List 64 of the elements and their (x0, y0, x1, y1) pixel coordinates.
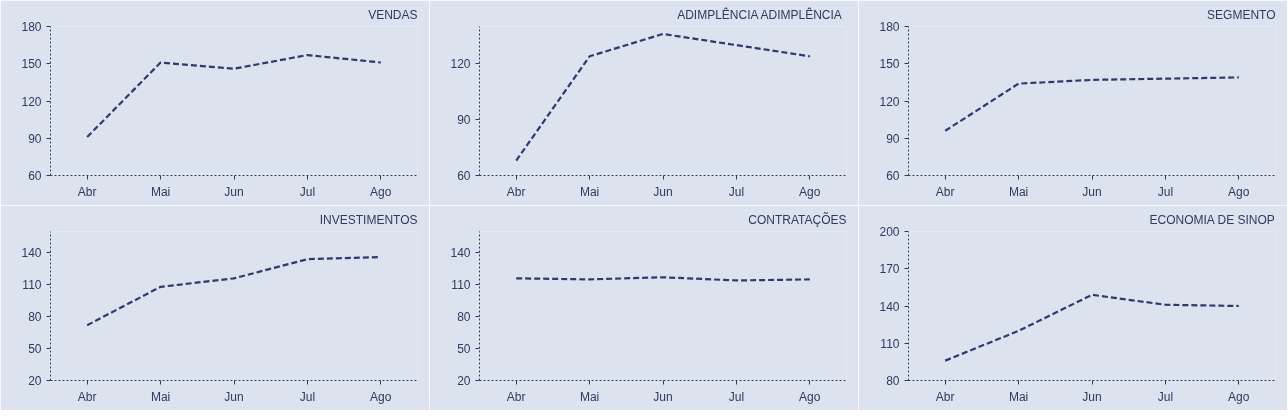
y-tick-label: 90 (886, 131, 900, 146)
chart-title: SEGMENTO (1207, 7, 1276, 22)
x-tick-label: Ago (799, 389, 821, 404)
y-tick-label: 90 (457, 113, 471, 128)
x-tick-label: Jun (224, 184, 244, 199)
chart-title: INVESTIMENTOS (319, 212, 418, 227)
x-tick-label: Jul (1157, 184, 1174, 199)
x-tick-label: Ago (1228, 389, 1250, 404)
x-tick-label: Jul (299, 389, 316, 404)
chart-title: ECONOMIA DE SINOP (1149, 212, 1275, 227)
y-tick-label: 200 (879, 225, 900, 239)
y-tick-label: 140 (879, 299, 900, 314)
y-tick-label: 120 (879, 94, 900, 109)
x-tick-label: Abr (506, 184, 526, 199)
x-tick-label: Abr (77, 389, 97, 404)
y-tick-label: 170 (879, 262, 900, 277)
y-tick-label: 80 (457, 310, 471, 325)
x-tick-label: Mai (150, 184, 171, 199)
chart-title: VENDAS (368, 7, 418, 22)
chart-title: CONTRATAÇÕES (748, 211, 847, 227)
x-tick-label: Jun (653, 389, 673, 404)
x-tick-label: Jun (1082, 184, 1102, 199)
y-tick-label: 60 (28, 169, 42, 183)
y-tick-label: 110 (451, 278, 471, 293)
x-tick-label: Ago (799, 184, 821, 199)
x-tick-label: Mai (150, 389, 171, 404)
x-tick-label: Ago (370, 389, 392, 404)
y-tick-label: 110 (880, 336, 900, 351)
x-tick-label: Ago (1228, 184, 1250, 199)
y-tick-label: 140 (450, 246, 471, 261)
x-tick-label: Abr (77, 184, 97, 199)
y-tick-label: 110 (22, 278, 42, 293)
x-tick-label: Jun (224, 389, 244, 404)
chart-title: ADIMPLÊNCIA ADIMPLÊNCIA (677, 6, 842, 22)
x-tick-label: Abr (935, 184, 955, 199)
y-tick-label: 80 (28, 310, 42, 325)
x-tick-label: Ago (370, 184, 392, 199)
x-tick-label: Mai (579, 184, 600, 199)
y-tick-label: 120 (21, 94, 42, 109)
x-tick-label: Jul (728, 184, 745, 199)
y-tick-label: 120 (450, 57, 471, 72)
y-tick-label: 20 (28, 374, 42, 388)
x-tick-label: Jul (299, 184, 316, 199)
y-tick-label: 50 (28, 342, 42, 357)
y-tick-label: 180 (879, 20, 900, 34)
x-tick-label: Jun (1082, 389, 1102, 404)
y-tick-label: 80 (886, 374, 900, 388)
y-tick-label: 60 (457, 169, 471, 183)
x-tick-label: Abr (935, 389, 955, 404)
y-tick-label: 60 (886, 169, 900, 183)
y-tick-label: 90 (28, 131, 42, 146)
y-tick-label: 50 (457, 342, 471, 357)
x-tick-label: Jul (1157, 389, 1174, 404)
x-tick-label: Jul (728, 389, 745, 404)
x-tick-label: Abr (506, 389, 526, 404)
y-tick-label: 150 (21, 57, 42, 72)
y-tick-label: 140 (21, 246, 42, 261)
x-tick-label: Mai (1008, 184, 1029, 199)
x-tick-label: Mai (579, 389, 600, 404)
y-tick-label: 150 (879, 57, 900, 72)
y-tick-label: 180 (21, 20, 42, 34)
x-tick-label: Jun (653, 184, 673, 199)
y-tick-label: 20 (457, 374, 471, 388)
x-tick-label: Mai (1008, 389, 1029, 404)
